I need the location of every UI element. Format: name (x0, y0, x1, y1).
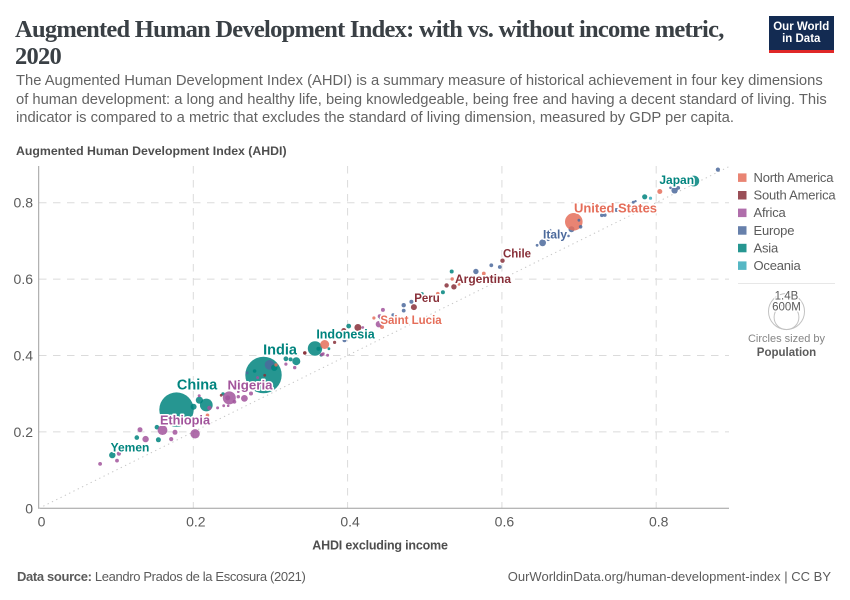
svg-text:Population: Population (757, 347, 816, 359)
svg-text:0.4: 0.4 (340, 514, 360, 530)
svg-text:AHDI excluding income: AHDI excluding income (312, 539, 448, 553)
svg-text:0: 0 (25, 500, 33, 516)
svg-text:0: 0 (38, 514, 46, 530)
svg-text:Circles sized by: Circles sized by (748, 333, 826, 345)
svg-text:600M: 600M (772, 302, 801, 314)
svg-text:0.6: 0.6 (14, 271, 34, 287)
svg-text:0.2: 0.2 (14, 424, 34, 440)
svg-text:0.8: 0.8 (14, 195, 34, 211)
svg-text:Chile: Chile (503, 249, 531, 261)
svg-text:0.6: 0.6 (495, 514, 515, 530)
svg-text:Europe: Europe (754, 223, 795, 238)
svg-text:Nigeria: Nigeria (227, 378, 273, 393)
svg-text:China: China (177, 378, 218, 394)
svg-text:1.4B: 1.4B (775, 290, 799, 302)
svg-text:Italy: Italy (543, 227, 567, 241)
svg-text:Indonesia: Indonesia (316, 328, 375, 342)
svg-text:Yemen: Yemen (111, 440, 150, 454)
svg-text:Peru: Peru (414, 293, 440, 305)
svg-text:Japan: Japan (659, 173, 694, 187)
svg-text:0.2: 0.2 (186, 514, 206, 530)
svg-text:United States: United States (574, 201, 657, 216)
svg-text:0.8: 0.8 (649, 514, 669, 530)
svg-text:Africa: Africa (754, 205, 787, 220)
svg-text:Ethiopia: Ethiopia (160, 414, 211, 428)
svg-text:Saint Lucia: Saint Lucia (380, 315, 442, 327)
svg-text:South America: South America (754, 188, 837, 203)
svg-text:Argentina: Argentina (455, 272, 511, 286)
svg-text:Asia: Asia (754, 240, 779, 255)
svg-text:0.4: 0.4 (14, 348, 34, 364)
svg-text:Oceania: Oceania (754, 258, 802, 273)
svg-text:India: India (263, 343, 298, 359)
svg-text:North America: North America (754, 170, 835, 185)
